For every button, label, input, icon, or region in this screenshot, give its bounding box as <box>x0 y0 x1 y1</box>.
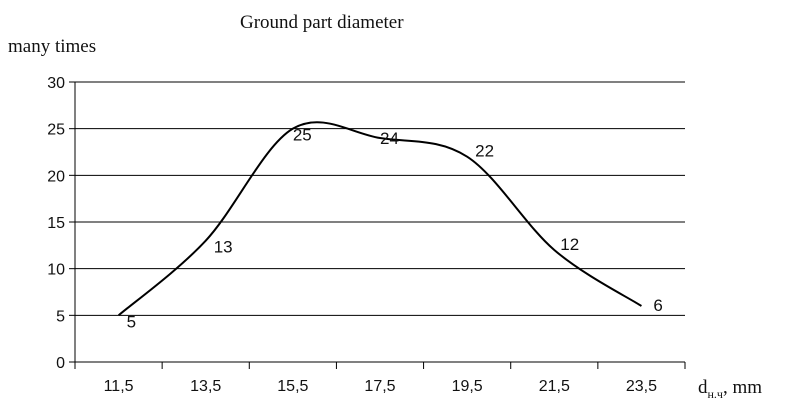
data-label-19,5: 22 <box>475 142 494 161</box>
x-tick-label-23,5: 23,5 <box>626 378 657 395</box>
x-axis-label: dн.ч, mm <box>698 377 762 402</box>
tick-labels: 0 5 10 15 20 25 30 11,5 13,5 15,5 17,5 19,5 21,5 23,5 <box>47 75 657 395</box>
data-label-17,5: 24 <box>380 129 399 148</box>
x-tick-label-13,5: 13,5 <box>190 378 221 395</box>
y-tick-label-5: 5 <box>56 308 65 325</box>
data-labels: 5 13 25 24 22 12 6 <box>127 126 663 332</box>
data-label-13,5: 13 <box>214 238 233 257</box>
y-axis-label: many times <box>8 36 97 57</box>
data-label-21,5: 12 <box>560 235 579 254</box>
y-tick-label-0: 0 <box>56 355 65 372</box>
y-tick-label-10: 10 <box>47 262 65 279</box>
x-tick-label-17,5: 17,5 <box>364 378 395 395</box>
x-tick-label-21,5: 21,5 <box>539 378 570 395</box>
x-axis-label-main: d <box>698 377 708 398</box>
y-tick-label-15: 15 <box>47 215 65 232</box>
data-label-15,5: 25 <box>293 126 312 145</box>
x-axis-label-sub: н.ч <box>707 386 723 401</box>
axes <box>69 81 686 369</box>
y-tick-label-25: 25 <box>47 122 65 139</box>
series <box>117 121 642 317</box>
gridlines <box>75 81 685 316</box>
y-tick-label-20: 20 <box>47 168 65 185</box>
x-tick-label-11,5: 11,5 <box>104 378 134 395</box>
chart-title: Ground part diameter <box>240 12 404 33</box>
data-label-23,5: 6 <box>653 296 662 315</box>
series-line <box>117 121 642 317</box>
x-tick-label-19,5: 19,5 <box>452 378 483 395</box>
y-tick-label-30: 30 <box>47 75 65 92</box>
x-tick-label-15,5: 15,5 <box>277 378 308 395</box>
data-label-11,5: 5 <box>127 312 136 331</box>
x-axis-label-unit: , mm <box>722 377 763 398</box>
